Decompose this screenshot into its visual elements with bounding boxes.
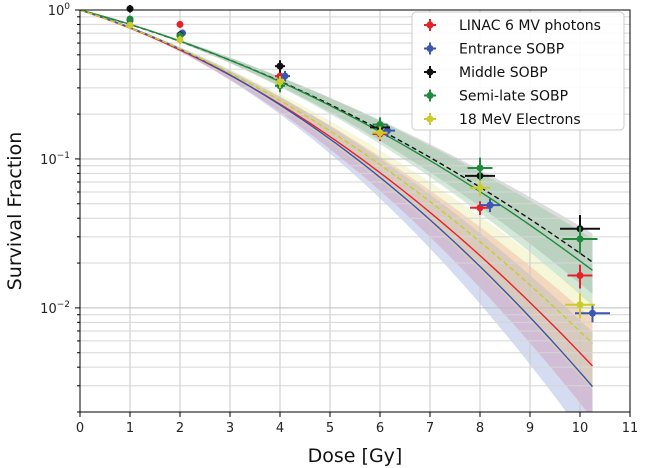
- data-point: [562, 226, 598, 255]
- data-point: [176, 20, 184, 28]
- y-tick-exponent: −1: [57, 151, 70, 161]
- legend-entry-label: Semi-late SOBP: [459, 89, 568, 105]
- marker: [276, 62, 284, 70]
- data-point: [126, 21, 134, 29]
- marker: [376, 121, 384, 129]
- data-points: [126, 5, 610, 323]
- x-tick-label: 11: [622, 421, 639, 436]
- x-tick-label: 10: [572, 421, 589, 436]
- y-tick-base: 10: [48, 4, 65, 19]
- marker: [276, 78, 284, 86]
- marker: [176, 36, 184, 44]
- plot-area-frame: [79, 9, 631, 413]
- legend-entry-label: 18 MeV Electrons: [459, 112, 581, 128]
- x-axis-title: Dose [Gy]: [308, 445, 403, 467]
- legend-marker-dot: [426, 21, 434, 29]
- legend-marker-dot: [426, 45, 434, 52]
- fit-curve: [80, 10, 594, 367]
- fit-curves: [80, 10, 594, 388]
- marker: [376, 129, 384, 137]
- y-axis-title: Survival Fraction: [4, 132, 26, 291]
- data-point: [126, 15, 134, 23]
- data-point: [280, 70, 290, 82]
- marker: [576, 235, 584, 243]
- x-tick-label: 8: [476, 421, 484, 436]
- data-point: [565, 293, 595, 319]
- fit-curve: [80, 10, 593, 271]
- data-point: [372, 126, 388, 140]
- marker: [176, 20, 184, 28]
- y-tick-label: 10−1: [40, 151, 70, 168]
- marker: [576, 271, 584, 279]
- legend-marker-dot: [426, 92, 434, 99]
- marker: [126, 21, 134, 29]
- x-tick-label: 9: [526, 421, 534, 436]
- x-tick-label: 4: [276, 421, 284, 436]
- data-point: [275, 76, 285, 88]
- legend-entry-label: Middle SOBP: [459, 65, 548, 81]
- marker: [589, 309, 596, 317]
- marker: [126, 5, 134, 13]
- y-tick-base: 10: [40, 153, 57, 168]
- data-point: [567, 264, 593, 289]
- data-point: [470, 180, 490, 197]
- marker: [476, 184, 484, 192]
- marker: [281, 72, 289, 80]
- confidence-bands: [80, 10, 593, 412]
- legend-box: [411, 11, 625, 131]
- x-tick-label: 5: [326, 421, 334, 436]
- fit-curve: [80, 10, 593, 345]
- data-point: [467, 157, 493, 181]
- data-point: [176, 35, 184, 45]
- y-tick-exponent: −2: [57, 300, 70, 310]
- marker: [476, 164, 484, 172]
- data-point: [480, 198, 500, 213]
- legend: LINAC 6 MV photons Entrance SOBP Middle SO…: [411, 11, 625, 131]
- y-tick-exponent: 0: [64, 2, 70, 12]
- x-tick-label: 2: [176, 421, 184, 436]
- x-tick-label: 1: [126, 421, 134, 436]
- confidence-band: [80, 10, 593, 412]
- y-tick-label: 10−2: [40, 300, 70, 317]
- y-tick-base: 10: [40, 302, 57, 317]
- data-point: [275, 60, 285, 73]
- y-tick-label: 100: [48, 2, 71, 19]
- data-point: [126, 5, 134, 13]
- x-tick-label: 6: [376, 421, 384, 436]
- legend-marker-dot: [426, 68, 434, 76]
- legend-entry-label: Entrance SOBP: [459, 42, 564, 58]
- marker: [486, 201, 494, 209]
- legend-entry-label: LINAC 6 MV photons: [459, 18, 601, 34]
- marker: [126, 15, 134, 23]
- legend-marker-dot: [426, 115, 434, 123]
- x-tick-label: 0: [76, 421, 84, 436]
- x-tick-label: 7: [426, 421, 434, 436]
- x-tick-label: 3: [226, 421, 234, 436]
- marker: [576, 301, 584, 309]
